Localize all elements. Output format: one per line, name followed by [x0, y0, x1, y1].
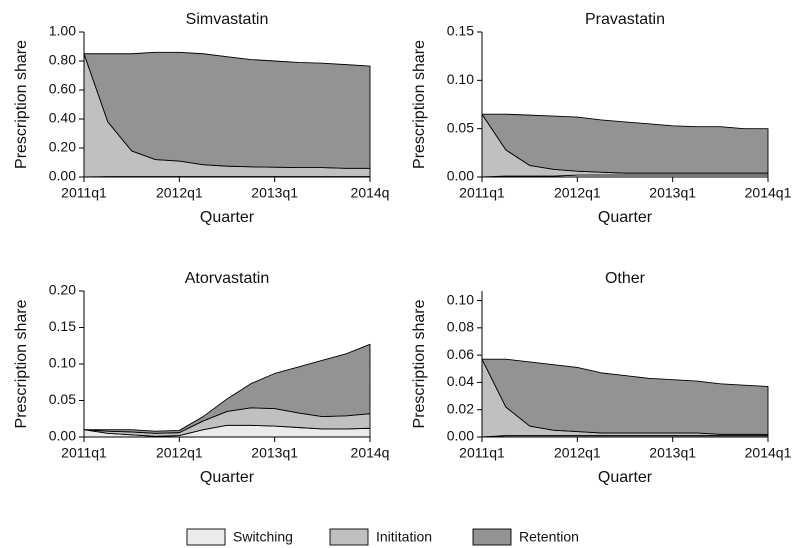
- legend-swatch: [472, 528, 512, 546]
- x-tick-label: 2014q: [351, 445, 390, 461]
- y-tick-label: 0.10: [447, 71, 474, 87]
- y-tick-label: 0.15: [49, 318, 76, 334]
- y-axis-title: Prescription share: [411, 299, 428, 428]
- y-axis-title: Prescription share: [411, 40, 428, 169]
- x-tick-label: 2011q1: [459, 185, 505, 201]
- area: [83, 343, 371, 434]
- chart-title: Pravastatin: [585, 11, 665, 28]
- x-tick-label: 2011q1: [61, 185, 107, 201]
- legend-label: Inititation: [376, 529, 432, 545]
- x-tick-label: 2013q1: [649, 185, 696, 201]
- x-tick-label: 2011q1: [61, 445, 107, 461]
- x-tick-label: 2013q1: [251, 445, 298, 461]
- area: [83, 51, 371, 169]
- x-tick-label: 2014q1: [745, 185, 792, 201]
- x-tick-label: 2011q1: [459, 445, 505, 461]
- y-tick-label: 0.15: [447, 23, 474, 39]
- legend-label: Retention: [519, 529, 579, 545]
- x-axis-title: Quarter: [598, 209, 653, 226]
- legend-swatch: [186, 528, 226, 546]
- legend-swatch: [329, 528, 369, 546]
- x-axis-title: Quarter: [200, 209, 255, 226]
- y-tick-label: 0.08: [447, 319, 474, 335]
- area: [481, 358, 769, 435]
- y-tick-label: 0.05: [447, 119, 474, 135]
- y-tick-label: 1.00: [49, 23, 76, 39]
- y-tick-label: 0.00: [49, 168, 76, 184]
- x-axis-title: Quarter: [200, 469, 255, 486]
- y-tick-label: 0.06: [447, 346, 474, 362]
- y-tick-label: 0.00: [49, 428, 76, 444]
- y-tick-label: 0.60: [49, 81, 76, 97]
- y-tick-label: 0.04: [447, 373, 474, 389]
- y-tick-label: 0.02: [447, 400, 474, 416]
- x-tick-label: 2013q1: [649, 445, 696, 461]
- x-axis-title: Quarter: [598, 469, 653, 486]
- y-tick-label: 0.05: [49, 391, 76, 407]
- y-tick-label: 0.20: [49, 282, 76, 298]
- y-tick-label: 0.00: [447, 428, 474, 444]
- legend-label: Switching: [233, 529, 293, 545]
- x-tick-label: 2012q1: [156, 185, 203, 201]
- chart-title: Other: [605, 270, 646, 287]
- y-tick-label: 0.20: [49, 139, 76, 155]
- x-tick-label: 2012q1: [554, 185, 601, 201]
- x-tick-label: 2014q1: [745, 445, 792, 461]
- y-tick-label: 0.10: [447, 291, 474, 307]
- x-tick-label: 2013q1: [251, 185, 298, 201]
- chart-title: Atorvastatin: [185, 270, 269, 287]
- y-tick-label: 0.80: [49, 52, 76, 68]
- x-tick-label: 2014q: [351, 185, 390, 201]
- y-tick-label: 0.00: [447, 168, 474, 184]
- x-tick-label: 2012q1: [156, 445, 203, 461]
- chart-title: Simvastatin: [186, 11, 269, 28]
- y-tick-label: 0.10: [49, 355, 76, 371]
- y-tick-label: 0.40: [49, 110, 76, 126]
- y-axis-title: Prescription share: [13, 299, 30, 428]
- x-tick-label: 2012q1: [554, 445, 601, 461]
- area: [481, 113, 769, 174]
- y-axis-title: Prescription share: [13, 40, 30, 169]
